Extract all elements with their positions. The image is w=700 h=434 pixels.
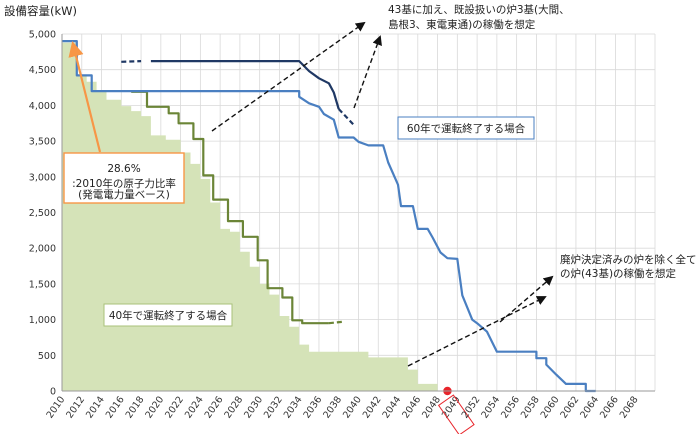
- line-series-3: [150, 59, 340, 110]
- series-layer: [62, 39, 596, 396]
- dashed-arrow: [353, 35, 382, 109]
- dashed-tail-3: [337, 108, 355, 126]
- ratio-arrow: [68, 41, 102, 153]
- x-tick-label: 2049: [440, 394, 463, 420]
- label-40yr-box: [103, 303, 233, 327]
- x-tick-label: 2030: [242, 394, 265, 420]
- y-tick-label: 4,000: [29, 101, 56, 112]
- dashed-tail-1: [328, 320, 344, 325]
- dashed-arrow: [499, 275, 554, 323]
- y-tick-label: 1,500: [29, 279, 56, 290]
- x-tick-label: 2038: [321, 394, 344, 420]
- ratio-callout-box: [63, 152, 185, 204]
- x-tick-label: 2032: [262, 394, 285, 420]
- dashed-arrow: [407, 296, 547, 367]
- ratio-value: 28.6%: [107, 163, 140, 175]
- label-40yr: 40年で運転終了する場合: [109, 309, 228, 322]
- x-tick-label: 2040: [341, 394, 364, 420]
- y-tick-label: 3,000: [29, 172, 56, 183]
- note-right-line: 廃炉決定済みの炉を除く全て: [560, 253, 697, 266]
- x-tick-label: 2022: [163, 394, 186, 420]
- note-top-line: 43基に加え、既設扱いの炉3基(大間、: [388, 3, 570, 16]
- x-tick-label: 2058: [519, 394, 542, 420]
- highlight-year-box: [437, 394, 475, 434]
- area-40yr: [62, 42, 438, 391]
- y-tick-label: 3,500: [29, 137, 56, 148]
- y-tick-label: 2,000: [29, 244, 56, 255]
- x-tick-label: 2064: [578, 394, 601, 420]
- label-60yr: 60年で運転終了する場合: [407, 122, 526, 135]
- x-tick-label: 2046: [400, 394, 423, 420]
- x-tick-label: 2034: [282, 394, 305, 420]
- label-60yr-box: [397, 116, 535, 140]
- x-tick-label: 2062: [559, 394, 582, 420]
- x-tick-label: 2066: [598, 394, 621, 420]
- y-tick-label: 1,000: [29, 315, 56, 326]
- ratio-note-line: :2010年の原子力比率: [72, 177, 176, 190]
- x-tick-label: 2010: [45, 394, 68, 420]
- line-series-1: [131, 90, 329, 325]
- line-series-2: [62, 39, 596, 393]
- x-tick-label: 2024: [183, 394, 206, 420]
- x-tick-label: 2018: [124, 394, 147, 420]
- x-tick-label: 2044: [381, 394, 404, 420]
- grid: [61, 33, 656, 392]
- ratio-note-line: (発電電力量ベース): [78, 188, 170, 201]
- x-tick-label: 2056: [499, 394, 522, 420]
- dashed-arrow: [211, 21, 366, 132]
- y-axis-title: 設備容量(kW): [4, 4, 77, 18]
- x-tick-label: 2068: [618, 394, 641, 420]
- y-tick-label: 2,500: [29, 208, 56, 219]
- y-tick-label: 0: [50, 387, 56, 398]
- x-tick-label: 2016: [104, 394, 127, 420]
- x-tick-label: 2020: [143, 394, 166, 420]
- y-tick-label: 5,000: [29, 30, 56, 41]
- note-right-line: の炉(43基)の稼働を想定: [560, 267, 677, 280]
- x-tick-label: 2014: [84, 394, 107, 420]
- note-top-line: 島根3、東電東通)の稼働を想定: [388, 18, 536, 31]
- y-tick-label: 500: [38, 351, 56, 362]
- x-tick-label: 2036: [302, 394, 325, 420]
- x-tick-label: 2060: [539, 394, 562, 420]
- x-tick-label: 2054: [479, 394, 502, 420]
- dashed-head-3: [121, 60, 142, 63]
- x-tick-label: 2052: [460, 394, 483, 420]
- x-tick-label: 2028: [222, 394, 245, 420]
- annotations: 28.6% :2010年の原子力比率(発電電力量ベース) 40年で運転終了する場合 6…: [63, 3, 697, 367]
- y-tick-label: 4,500: [29, 65, 56, 76]
- x-tick-label: 2026: [203, 394, 226, 420]
- x-tick-label: 2042: [361, 394, 384, 420]
- x-tick-label: 2012: [64, 394, 87, 420]
